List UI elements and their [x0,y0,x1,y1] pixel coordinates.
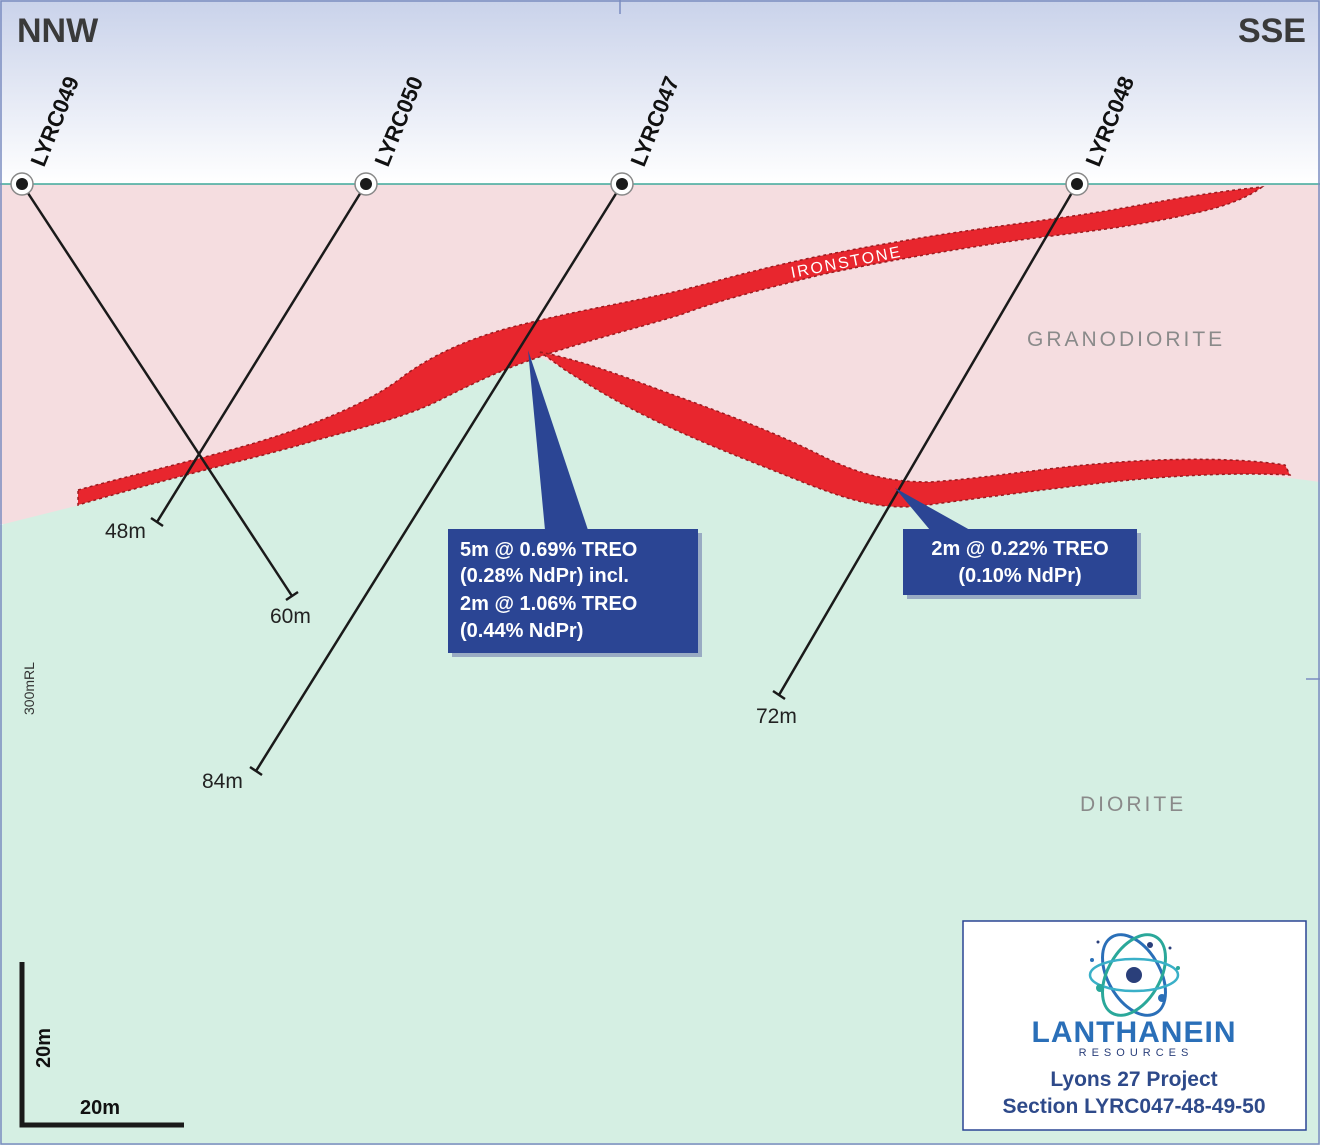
callout-lyrc047-line2: (0.28% NdPr) incl. [460,565,629,587]
ironstone-upper-band [77,186,1265,507]
scale-horizontal-label: 20m [80,1097,120,1119]
granodiorite-label: GRANODIORITE [1027,328,1225,351]
direction-left: NNW [17,12,99,50]
rl-label: 300mRL [21,662,37,715]
project-name: Lyons 27 Project [1050,1068,1217,1091]
callout-lyrc047: 5m @ 0.69% TREO (0.28% NdPr) incl. 2m @ … [448,350,702,657]
sky-area [0,0,1320,184]
direction-right: SSE [1238,12,1306,50]
legend-box: LANTHANEIN RESOURCES Lyons 27 Project Se… [962,920,1307,1131]
callout-lyrc048: 2m @ 0.22% TREO (0.10% NdPr) [895,488,1141,599]
drillhole-lyrc047-trace [254,183,624,772]
drillhole-lyrc048-end [772,689,786,701]
ironstone-lower-band [539,351,1292,508]
lanthanein-logo-icon [1088,933,1180,1017]
drillhole-lyrc050-trace [155,183,368,523]
collar-lyrc049-icon [10,172,34,196]
drillhole-lyrc048-trace [777,183,1079,696]
depth-label-lyrc050: 48m [105,520,146,543]
scale-vertical-label: 20m [33,1028,55,1068]
callout-lyrc047-line3: 2m @ 1.06% TREO [460,593,637,615]
depth-label-lyrc047: 84m [202,770,243,793]
collar-lyrc048-icon [1065,172,1089,196]
callout-lyrc048-line2: (0.10% NdPr) [958,565,1081,587]
callout-lyrc047-line1: 5m @ 0.69% TREO [460,539,637,561]
brand-name: LANTHANEIN [1032,1016,1237,1049]
callout-lyrc047-line4: (0.44% NdPr) [460,620,583,642]
drillhole-lyrc049-end [285,590,299,602]
drillhole-lyrc047-end [249,765,263,777]
collar-lyrc050-icon [354,172,378,196]
depth-label-lyrc049: 60m [270,605,311,628]
depth-label-lyrc048: 72m [756,705,797,728]
brand-subtitle: RESOURCES [1079,1047,1194,1059]
diorite-label: DIORITE [1080,793,1186,816]
section-name: Section LYRC047-48-49-50 [1002,1095,1265,1118]
collar-lyrc047-icon [610,172,634,196]
callout-lyrc048-line1: 2m @ 0.22% TREO [931,538,1108,560]
drillhole-lyrc050-end [150,516,164,528]
scale-bar: 20m 20m [19,962,184,1128]
drillhole-lyrc049-trace [20,183,294,597]
